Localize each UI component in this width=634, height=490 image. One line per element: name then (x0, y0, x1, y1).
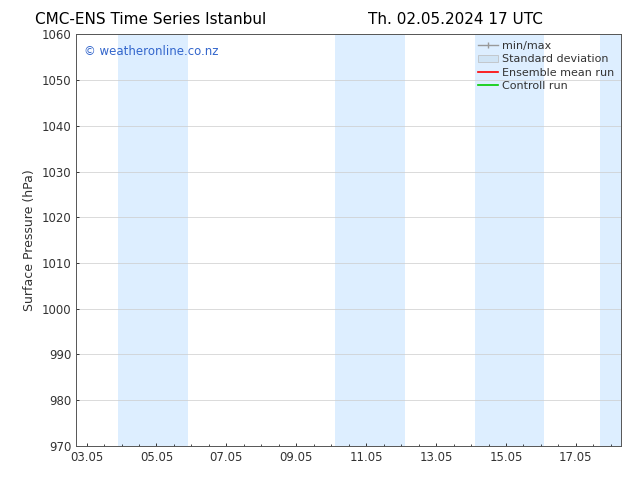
Y-axis label: Surface Pressure (hPa): Surface Pressure (hPa) (23, 169, 36, 311)
Bar (474, 34, 545, 446)
Bar (600, 34, 623, 446)
Text: © weatheronline.co.nz: © weatheronline.co.nz (84, 45, 219, 58)
Bar (118, 34, 188, 446)
Bar (335, 34, 404, 446)
Text: CMC-ENS Time Series Istanbul: CMC-ENS Time Series Istanbul (35, 12, 266, 27)
Legend: min/max, Standard deviation, Ensemble mean run, Controll run: min/max, Standard deviation, Ensemble me… (474, 37, 619, 96)
Text: Th. 02.05.2024 17 UTC: Th. 02.05.2024 17 UTC (368, 12, 543, 27)
